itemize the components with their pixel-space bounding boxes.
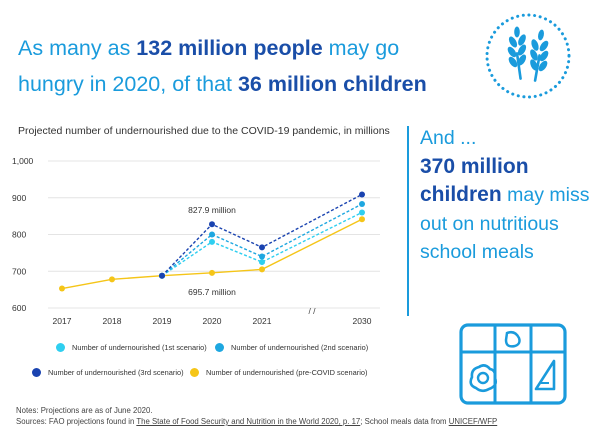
legend-item-scenario-1: Number of undernourished (1st scenario) xyxy=(56,343,207,352)
legend-dot xyxy=(190,368,199,377)
headline-bold-1: 132 million people xyxy=(136,36,323,60)
data-point xyxy=(109,276,115,283)
line-chart: 1,000 900 800 700 600 2017 2018 2019 2020 2021 203… xyxy=(12,156,380,326)
data-point xyxy=(209,269,215,276)
data-annotation: 827.9 million xyxy=(188,205,236,215)
sources-link-unicef-wfp[interactable]: UNICEF/WFP xyxy=(448,417,498,426)
series-line xyxy=(161,193,363,277)
headline-text-2: may go hungry in 2020, of that xyxy=(18,36,400,96)
data-point xyxy=(209,231,215,238)
data-annotation: 695.7 million xyxy=(188,287,236,297)
data-point xyxy=(209,238,215,245)
legend-dot xyxy=(32,368,41,377)
legend-item-scenario-3: Number of undernourished (3rd scenario) xyxy=(32,368,184,377)
headline: As many as 132 million people may go hun… xyxy=(18,30,448,102)
y-tick-label: 600 xyxy=(12,303,26,313)
x-tick-label: 2020 xyxy=(203,316,222,326)
x-tick-label: 2018 xyxy=(103,316,122,326)
chart-title: Projected number of undernourished due t… xyxy=(18,125,390,137)
x-tick-label: 2017 xyxy=(53,316,72,326)
side-callout-bold: 370 million children xyxy=(420,154,529,207)
axis-break-mark: / / xyxy=(308,306,316,316)
y-tick-label: 1,000 xyxy=(12,156,34,166)
x-tick-label: 2021 xyxy=(253,316,272,326)
legend-item-scenario-2: Number of undernourished (2nd scenario) xyxy=(215,343,368,352)
notes-line: Notes: Projections are as of June 2020. xyxy=(16,406,153,415)
data-point xyxy=(259,266,265,273)
data-point xyxy=(359,200,365,207)
legend-item-pre-covid: Number of undernourished (pre-COVID scen… xyxy=(190,368,367,377)
side-callout-intro: And ... xyxy=(420,127,477,149)
sources-prefix: Sources: FAO projections found in xyxy=(16,417,137,426)
legend-label: Number of undernourished (2nd scenario) xyxy=(231,343,369,352)
data-point xyxy=(159,272,165,279)
sources-mid: ; School meals data from xyxy=(360,417,449,426)
sources-link-sofi[interactable]: The State of Food Security and Nutrition… xyxy=(136,417,361,426)
school-meal-tray-icon xyxy=(459,323,567,405)
series-line xyxy=(61,218,363,290)
side-callout: And ... 370 million children may miss ou… xyxy=(420,124,600,267)
legend-label: Number of undernourished (pre-COVID scen… xyxy=(206,368,368,377)
wheat-icon xyxy=(485,13,571,99)
data-point xyxy=(359,209,365,216)
series-line xyxy=(161,203,363,277)
headline-text-1: As many as xyxy=(18,36,137,60)
legend-dot xyxy=(56,343,65,352)
legend-label: Number of undernourished (1st scenario) xyxy=(72,343,207,352)
notes: Notes: Projections are as of June 2020. … xyxy=(16,405,497,427)
sources-line: Sources: FAO projections found in The St… xyxy=(16,416,497,427)
y-tick-label: 900 xyxy=(12,193,26,203)
x-tick-label: 2019 xyxy=(153,316,172,326)
data-point xyxy=(359,191,365,198)
data-point xyxy=(209,221,215,228)
x-tick-label: 2030 xyxy=(353,316,372,326)
vertical-divider xyxy=(407,126,409,316)
data-point xyxy=(359,216,365,223)
headline-bold-2: 36 million children xyxy=(237,72,427,96)
legend-dot xyxy=(215,343,224,352)
data-point xyxy=(59,285,65,292)
legend-label: Number of undernourished (3rd scenario) xyxy=(48,368,184,377)
data-point xyxy=(259,259,265,266)
y-tick-label: 700 xyxy=(12,266,26,276)
y-tick-label: 800 xyxy=(12,230,26,240)
data-point xyxy=(259,253,265,260)
side-callout-rest: may miss out on nutritious school meals xyxy=(420,184,590,263)
series-line xyxy=(161,211,363,277)
data-point xyxy=(259,244,265,251)
